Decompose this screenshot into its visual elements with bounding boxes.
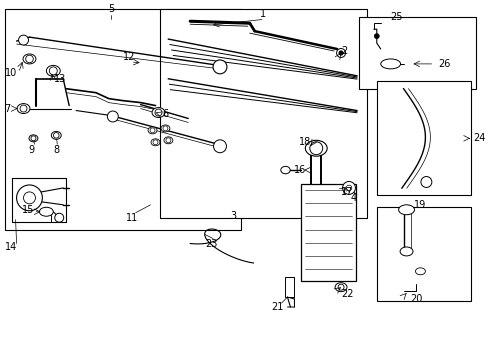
Ellipse shape: [415, 268, 425, 275]
Bar: [284, 277, 294, 297]
Text: 17: 17: [340, 187, 353, 197]
Text: 11: 11: [125, 213, 138, 223]
Circle shape: [31, 136, 36, 141]
Circle shape: [17, 185, 42, 211]
Text: 14: 14: [5, 243, 17, 252]
Text: 9: 9: [28, 145, 35, 155]
Ellipse shape: [305, 140, 326, 156]
Text: 13: 13: [54, 74, 66, 84]
Circle shape: [23, 192, 35, 204]
Circle shape: [153, 140, 158, 145]
Ellipse shape: [280, 166, 289, 174]
Text: 4: 4: [350, 193, 356, 203]
Circle shape: [163, 126, 167, 131]
Text: 12: 12: [122, 52, 135, 62]
Text: 22: 22: [340, 289, 353, 299]
Circle shape: [213, 60, 226, 74]
Circle shape: [309, 142, 322, 155]
Ellipse shape: [152, 108, 164, 117]
Text: 18: 18: [299, 137, 311, 147]
Circle shape: [107, 111, 118, 122]
Ellipse shape: [334, 283, 346, 292]
Circle shape: [342, 181, 355, 194]
Text: 23: 23: [204, 239, 217, 249]
Text: 20: 20: [410, 294, 422, 304]
Text: 8: 8: [53, 145, 60, 155]
Circle shape: [337, 284, 344, 290]
Text: 1: 1: [259, 9, 265, 19]
Circle shape: [19, 35, 28, 45]
Text: 21: 21: [271, 302, 284, 312]
Bar: [5, 9, 241, 230]
Ellipse shape: [17, 104, 30, 113]
Ellipse shape: [46, 66, 60, 76]
Circle shape: [155, 109, 162, 116]
Circle shape: [346, 185, 351, 191]
Circle shape: [165, 138, 170, 143]
Bar: [376, 207, 470, 301]
Ellipse shape: [398, 205, 414, 215]
Bar: [301, 184, 355, 281]
Text: 19: 19: [413, 200, 426, 210]
Text: 10: 10: [5, 68, 17, 78]
Circle shape: [49, 67, 57, 75]
Circle shape: [420, 176, 431, 188]
Ellipse shape: [161, 125, 169, 132]
Ellipse shape: [380, 59, 400, 69]
Bar: [376, 81, 470, 195]
Text: 15: 15: [21, 205, 34, 215]
Text: 6: 6: [162, 108, 168, 118]
Text: 2: 2: [340, 46, 346, 56]
Circle shape: [338, 51, 343, 55]
Ellipse shape: [163, 137, 173, 144]
Text: 26: 26: [437, 59, 450, 69]
Ellipse shape: [151, 139, 160, 146]
Ellipse shape: [29, 135, 38, 142]
Ellipse shape: [51, 131, 61, 139]
Ellipse shape: [23, 54, 36, 64]
Ellipse shape: [40, 207, 53, 216]
Bar: [358, 17, 475, 89]
Bar: [160, 9, 366, 218]
Text: 5: 5: [107, 4, 114, 14]
Circle shape: [26, 55, 33, 63]
Circle shape: [55, 213, 63, 222]
Ellipse shape: [148, 127, 157, 134]
Circle shape: [20, 105, 27, 112]
Circle shape: [373, 33, 379, 39]
Circle shape: [150, 128, 155, 133]
Text: 7: 7: [5, 104, 11, 113]
Text: 3: 3: [229, 211, 236, 221]
Circle shape: [336, 49, 345, 58]
Text: 24: 24: [472, 133, 485, 143]
Circle shape: [213, 140, 226, 153]
Circle shape: [53, 132, 59, 138]
Ellipse shape: [399, 247, 412, 256]
Text: 16: 16: [294, 165, 306, 175]
Text: 25: 25: [389, 12, 402, 22]
